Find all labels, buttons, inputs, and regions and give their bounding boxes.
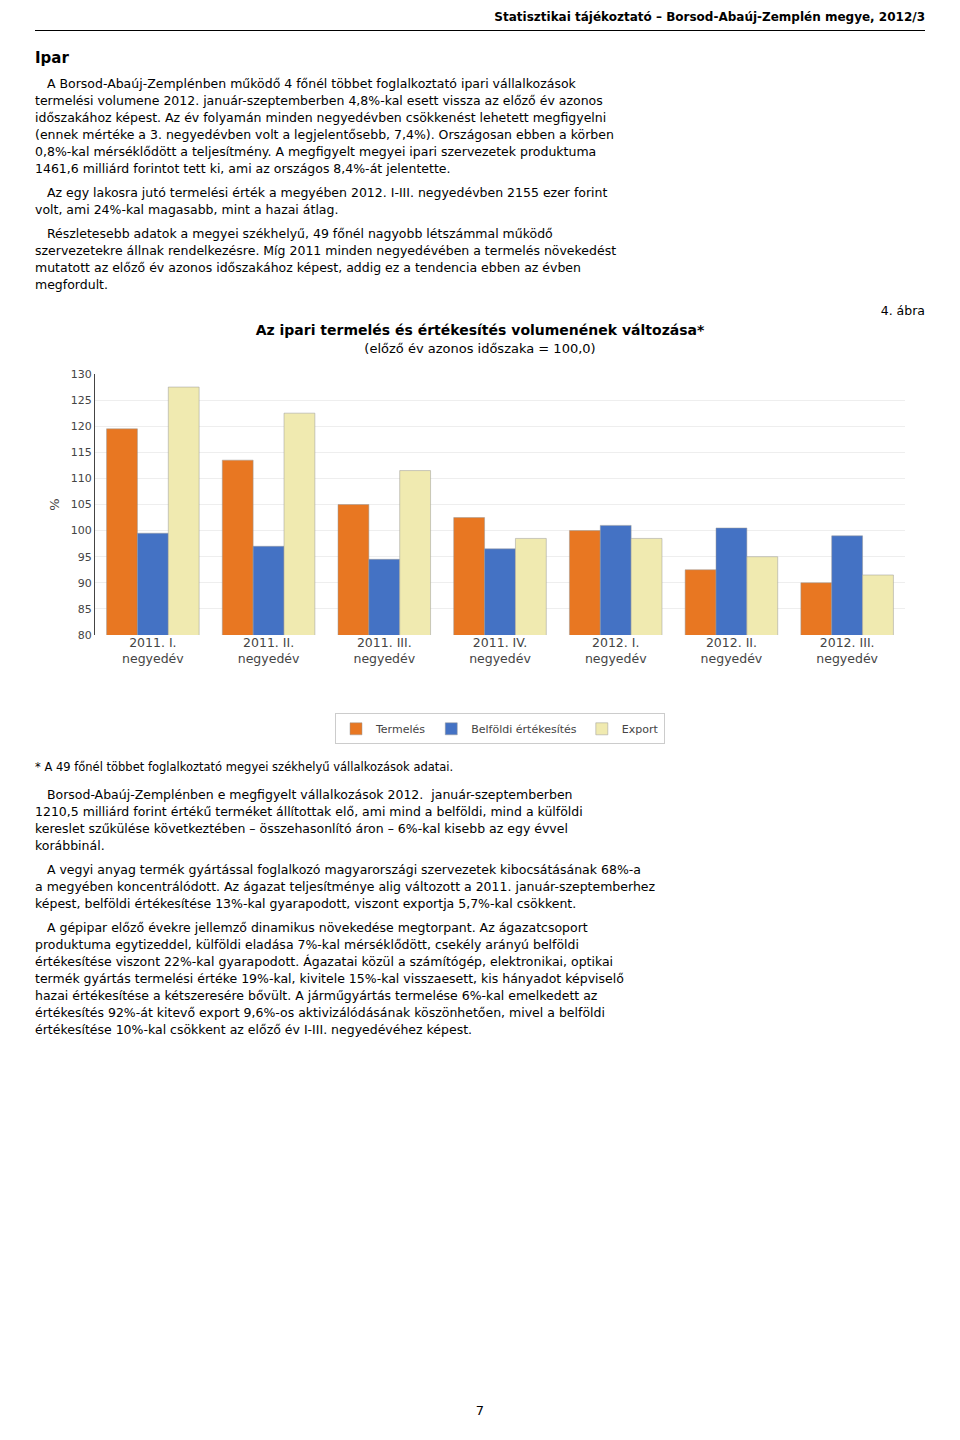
html-text:szervezetekre állnak rendelkez: szervezetekre állnak rendelkezésre. Míg … bbox=[35, 243, 617, 258]
html-text:mutatott az előző év azonos id: mutatott az előző év azonos időszakához … bbox=[35, 260, 581, 275]
svg-text:80: 80 bbox=[78, 629, 92, 642]
html-text:1461,6 milliárd forintot tett: 1461,6 milliárd forintot tett ki, ami az… bbox=[35, 161, 451, 176]
html-text:produktuma egytizeddel, külföl: produktuma egytizeddel, külföldi eladása… bbox=[35, 937, 579, 952]
svg-text:90: 90 bbox=[78, 577, 92, 590]
html-text:termék gyártás termelési érték: termék gyártás termelési értéke 19%-kal,… bbox=[35, 971, 624, 986]
svg-text:2012. I.negyedév: 2012. I.negyedév bbox=[585, 635, 647, 666]
svg-text:105: 105 bbox=[71, 498, 92, 511]
html-text:időszakához képest. Az év foly: időszakához képest. Az év folyamán minde… bbox=[35, 110, 607, 125]
svg-text:115: 115 bbox=[71, 446, 92, 459]
svg-text:2011. I.negyedév: 2011. I.negyedév bbox=[122, 635, 184, 666]
svg-text:130: 130 bbox=[71, 368, 92, 381]
html-text:* A 49 főnél többet foglalkozt: * A 49 főnél többet foglalkoztató megyei… bbox=[35, 760, 454, 774]
svg-text:Belföldi értékesítés: Belföldi értékesítés bbox=[471, 723, 577, 736]
svg-text:Export: Export bbox=[622, 723, 659, 736]
svg-text:100: 100 bbox=[71, 524, 92, 537]
html-text:értékesítése viszont 22%-kal g: értékesítése viszont 22%-kal gyarapodott… bbox=[35, 954, 614, 969]
html-text:hazai értékesítése a kétszeres: hazai értékesítése a kétszeresére bővült… bbox=[35, 988, 598, 1003]
svg-text:2011. III.negyedév: 2011. III.negyedév bbox=[353, 635, 415, 666]
html-text:(ennek mértéke a 3. negyedévbe: (ennek mértéke a 3. negyedévben volt a l… bbox=[35, 127, 614, 142]
html-text:Az ipari termelés és értékesít: Az ipari termelés és értékesítés volumen… bbox=[255, 322, 705, 338]
svg-text:%: % bbox=[47, 498, 62, 510]
html-text:értékesítése 10%-kal csökkent: értékesítése 10%-kal csökkent az előző é… bbox=[35, 1022, 473, 1037]
svg-text:125: 125 bbox=[71, 394, 92, 407]
svg-text:110: 110 bbox=[71, 472, 92, 485]
html-text:0,8%-kal mérséklődött a teljes: 0,8%-kal mérséklődött a teljesítmény. A … bbox=[35, 144, 597, 159]
html-text:1210,5 milliárd forint értékű: 1210,5 milliárd forint értékű terméket á… bbox=[35, 804, 583, 819]
svg-text:2011. IV.negyedév: 2011. IV.negyedév bbox=[469, 635, 531, 666]
html-text:volt, ami 24%-kal magasabb, mi: volt, ami 24%-kal magasabb, mint a hazai… bbox=[35, 202, 339, 217]
html-text:4. ábra: 4. ábra bbox=[880, 303, 925, 318]
html-text:Az egy lakosra jutó termelési: Az egy lakosra jutó termelési érték a me… bbox=[35, 185, 608, 200]
html-text:a megyében koncentrálódott. Az: a megyében koncentrálódott. Az ágazat te… bbox=[35, 879, 656, 894]
html-text:Statisztikai tájékoztató – Bor: Statisztikai tájékoztató – Borsod-Abaúj-… bbox=[494, 10, 925, 24]
html-text:kereslet szűkülése következtéb: kereslet szűkülése következtében – össze… bbox=[35, 821, 568, 836]
html-text:termelési volumene 2012. januá: termelési volumene 2012. január-szeptemb… bbox=[35, 93, 603, 108]
svg-text:Termelés: Termelés bbox=[375, 723, 425, 736]
svg-text:120: 120 bbox=[71, 420, 92, 433]
html-text:Ipar: Ipar bbox=[35, 49, 69, 67]
svg-text:2012. III.negyedév: 2012. III.negyedév bbox=[816, 635, 878, 666]
svg-text:2012. II.negyedév: 2012. II.negyedév bbox=[701, 635, 763, 666]
svg-text:95: 95 bbox=[78, 551, 92, 564]
html-text:értékesítés 92%-át kitevő expo: értékesítés 92%-át kitevő export 9,6%-os… bbox=[35, 1005, 605, 1020]
html-text:megfordult.: megfordult. bbox=[35, 277, 108, 292]
html-text:7: 7 bbox=[475, 1403, 485, 1418]
html-text:Borsod-Abaúj-Zemplénben e megf: Borsod-Abaúj-Zemplénben e megfigyelt vál… bbox=[35, 787, 573, 802]
html-text:A vegyi anyag termék gyártássa: A vegyi anyag termék gyártással foglalko… bbox=[35, 862, 641, 877]
html-text:A gépipar előző évekre jellemz: A gépipar előző évekre jellemző dinamiku… bbox=[35, 920, 588, 935]
html-text:A Borsod-Abaúj-Zemplénben műkö: A Borsod-Abaúj-Zemplénben működő 4 főnél… bbox=[35, 76, 576, 91]
html-text:korábbinál.: korábbinál. bbox=[35, 838, 105, 853]
svg-text:2011. II.negyedév: 2011. II.negyedév bbox=[238, 635, 300, 666]
svg-text:85: 85 bbox=[78, 603, 92, 616]
html-text:(előző év azonos időszaka = 10: (előző év azonos időszaka = 100,0) bbox=[364, 341, 596, 356]
html-text:Részletesebb adatok a megyei s: Részletesebb adatok a megyei székhelyű, … bbox=[35, 226, 553, 241]
html-text:képest, belföldi értékesítése: képest, belföldi értékesítése 13%-kal gy… bbox=[35, 896, 577, 911]
